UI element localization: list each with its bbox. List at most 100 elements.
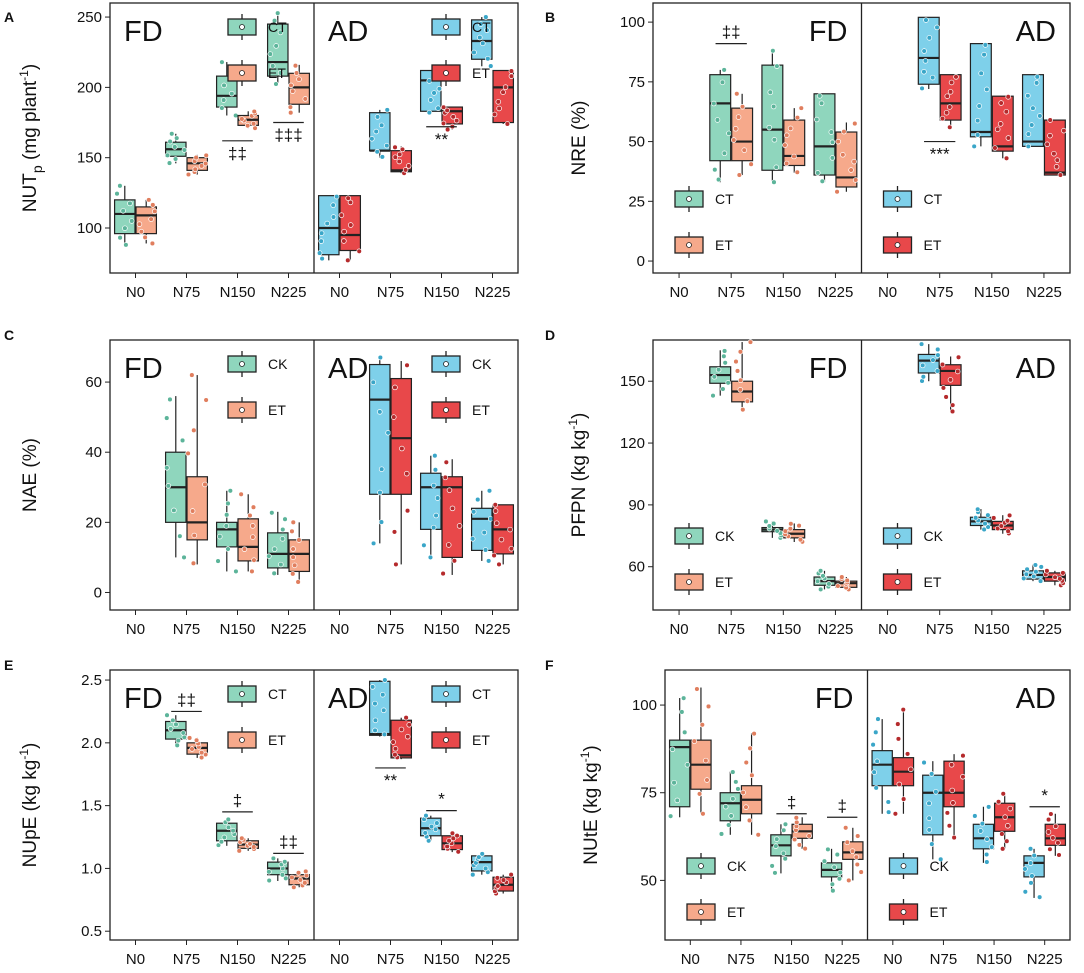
data-point (396, 151, 403, 158)
legend-key-point (443, 407, 449, 413)
data-point (290, 571, 296, 577)
data-point (853, 854, 860, 860)
data-point (782, 142, 788, 148)
data-point (679, 709, 685, 715)
data-point (982, 520, 988, 527)
data-point (181, 554, 187, 561)
legend-key-point (698, 909, 704, 915)
y-axis-title: NUtE (kg kg-1) (578, 745, 602, 864)
data-point (333, 193, 340, 200)
data-point (896, 781, 903, 788)
data-point (815, 170, 821, 176)
data-point (508, 68, 515, 74)
data-point (486, 488, 493, 494)
data-point (736, 172, 743, 178)
data-point (396, 158, 403, 165)
data-point (794, 169, 801, 176)
data-point (747, 339, 754, 345)
x-tick-label: N75 (377, 951, 405, 968)
data-point (392, 384, 398, 391)
data-point (977, 828, 984, 834)
data-point (990, 515, 997, 521)
data-point (985, 512, 991, 518)
data-point (714, 117, 721, 123)
legend-key-point (239, 737, 245, 743)
data-point (974, 117, 981, 124)
data-point (404, 733, 411, 740)
data-point (404, 507, 411, 514)
data-point (949, 787, 955, 794)
data-point (508, 545, 515, 552)
data-point (444, 843, 450, 850)
significance-label: ‡ (837, 796, 846, 815)
x-tick-label: N75 (173, 284, 201, 301)
data-point (381, 731, 388, 738)
group-label-ad: AD (1016, 16, 1056, 48)
data-point (433, 512, 439, 519)
y-axis-title: NRE (%) (569, 101, 590, 176)
data-point (477, 34, 483, 41)
data-point (171, 507, 177, 514)
data-point (995, 799, 1002, 805)
data-point (934, 24, 940, 31)
data-point (873, 785, 879, 791)
data-point (148, 216, 154, 222)
data-point (926, 35, 933, 41)
data-point (674, 797, 681, 804)
data-point (974, 132, 981, 138)
data-point (849, 848, 856, 854)
data-point (769, 863, 775, 869)
data-point (271, 570, 277, 577)
data-point (829, 881, 836, 888)
data-point (391, 414, 397, 420)
data-point (436, 85, 443, 92)
data-point (774, 528, 780, 534)
data-point (189, 372, 195, 378)
data-point (347, 222, 354, 228)
data-point (1048, 811, 1054, 817)
data-point (373, 128, 379, 135)
box-ctrl (113, 199, 136, 235)
data-point (739, 104, 746, 110)
legend-label: CT (268, 686, 287, 702)
data-point (225, 546, 231, 552)
data-point (1053, 164, 1060, 170)
legend-key-point (239, 361, 245, 367)
data-point (1003, 155, 1010, 162)
data-point (694, 686, 700, 692)
data-point (1031, 852, 1037, 859)
data-point (382, 677, 388, 683)
box-ctrl (922, 774, 944, 836)
data-point (1005, 823, 1011, 829)
y-tick-label: 2.5 (81, 672, 102, 689)
data-point (450, 114, 456, 120)
data-point (923, 17, 929, 23)
y-tick-label: 50 (640, 872, 657, 889)
data-point (946, 104, 953, 110)
data-point (508, 73, 515, 79)
data-point (691, 738, 698, 744)
y-tick-label: 90 (628, 497, 645, 514)
data-point (944, 93, 951, 99)
data-point (985, 804, 992, 810)
y-axis-title-part: ) (20, 64, 41, 70)
data-point (999, 831, 1005, 837)
data-point (219, 59, 225, 65)
data-point (432, 467, 439, 473)
panel-letter-e: E (4, 657, 13, 673)
group-label-fd: FD (124, 353, 163, 385)
data-point (900, 796, 907, 802)
x-tick-label: N150 (765, 621, 801, 638)
x-tick-label: N225 (1026, 621, 1062, 638)
data-point (994, 525, 1001, 532)
x-tick-label: N225 (1027, 951, 1063, 968)
data-point (290, 546, 296, 552)
data-point (297, 877, 304, 883)
panel-a: A 100 150 200 250 NUTp (mg plant-1) FD N0 N75 N15… (4, 2, 519, 301)
data-point (951, 834, 957, 841)
data-point (295, 579, 301, 585)
data-point (167, 726, 174, 732)
data-point (955, 354, 962, 361)
data-point (128, 218, 135, 224)
data-point (215, 842, 222, 848)
